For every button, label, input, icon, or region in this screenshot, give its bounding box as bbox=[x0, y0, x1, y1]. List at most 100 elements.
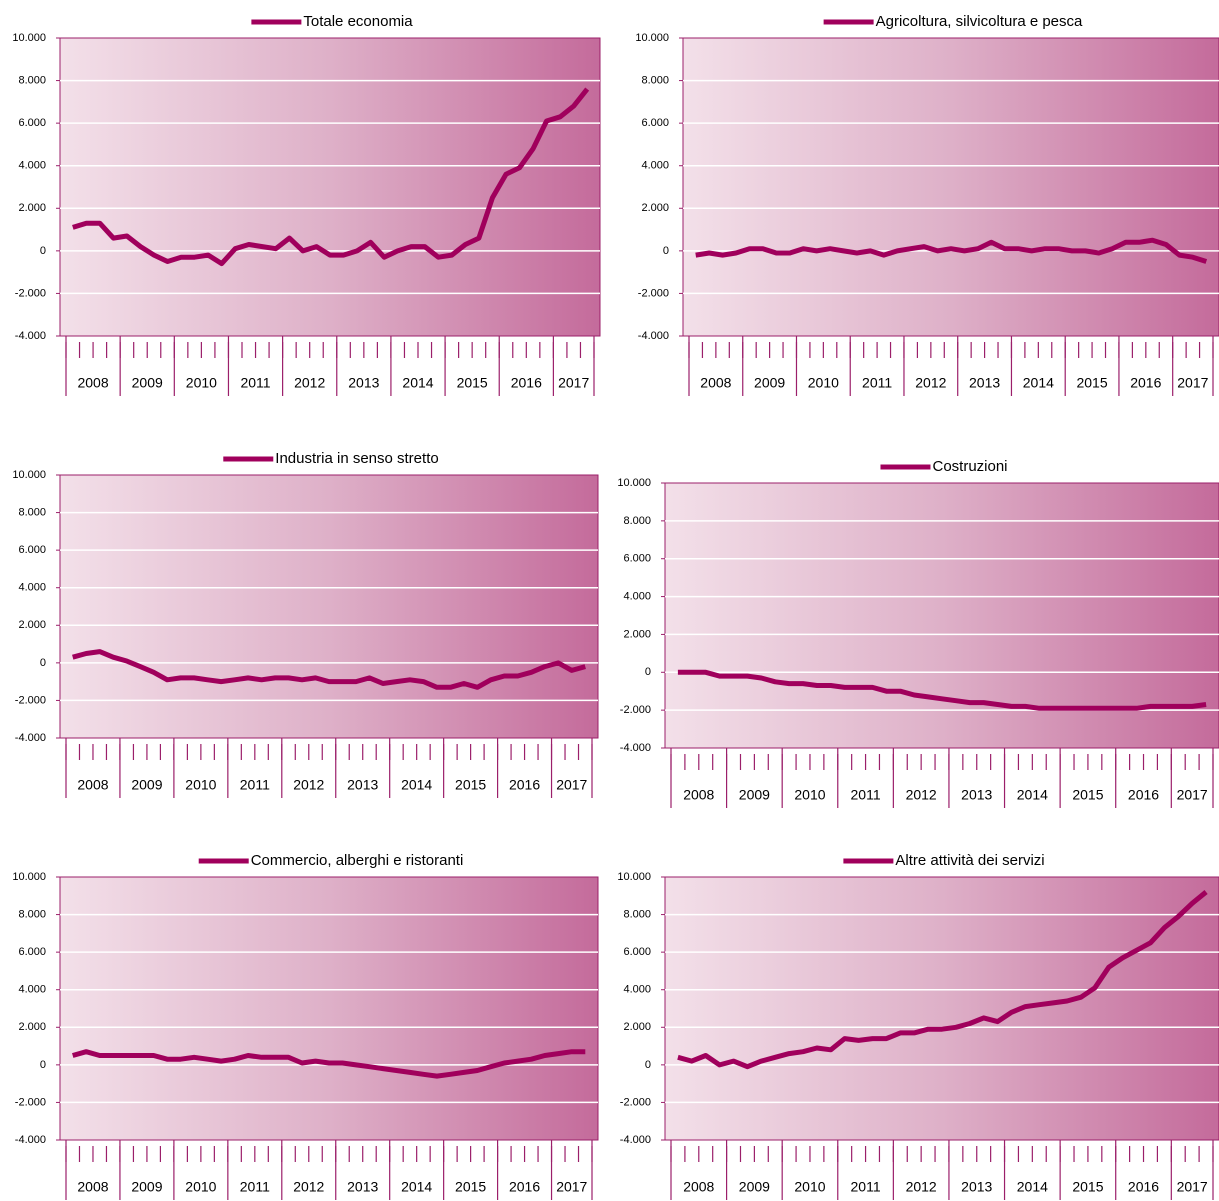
x-tick-label: 2017 bbox=[1177, 1179, 1208, 1195]
x-tick-label: 2010 bbox=[186, 375, 217, 391]
x-tick-label: 2014 bbox=[1023, 375, 1054, 391]
legend-label: Costruzioni bbox=[932, 458, 1007, 475]
x-tick-label: 2011 bbox=[851, 787, 881, 803]
y-tick-label: 8.000 bbox=[623, 515, 651, 527]
y-tick-label: 6.000 bbox=[18, 544, 46, 556]
x-tick-label: 2017 bbox=[558, 375, 589, 391]
x-tick-label: 2011 bbox=[240, 777, 270, 793]
x-tick-label: 2009 bbox=[754, 375, 785, 391]
y-tick-label: -2.000 bbox=[15, 1096, 46, 1108]
y-tick-label: 2.000 bbox=[623, 1021, 651, 1033]
y-tick-label: 8.000 bbox=[18, 74, 46, 86]
y-tick-label: 0 bbox=[40, 245, 46, 257]
x-tick-label: 2008 bbox=[683, 787, 714, 803]
x-tick-label: 2016 bbox=[509, 777, 540, 793]
data-line bbox=[695, 237, 1208, 264]
x-tick-label: 2008 bbox=[77, 375, 108, 391]
x-tick-label: 2013 bbox=[969, 375, 1000, 391]
y-tick-label: 4.000 bbox=[623, 984, 651, 996]
y-tick-label: -2.000 bbox=[638, 287, 669, 299]
y-tick-label: 8.000 bbox=[18, 506, 46, 518]
y-tick-label: 2.000 bbox=[18, 619, 46, 631]
x-tick-label: 2009 bbox=[131, 777, 162, 793]
x-tick-label: 2009 bbox=[739, 787, 770, 803]
x-tick-label: 2014 bbox=[402, 375, 433, 391]
x-tick-label: 2011 bbox=[240, 375, 270, 391]
plot-area bbox=[664, 482, 1219, 749]
y-tick-label: -2.000 bbox=[15, 694, 46, 706]
x-tick-label: 2012 bbox=[293, 777, 324, 793]
y-tick-label: -2.000 bbox=[620, 1096, 651, 1108]
data-line bbox=[72, 649, 586, 690]
y-tick-label: 2.000 bbox=[641, 202, 669, 214]
y-tick-label: 2.000 bbox=[18, 202, 46, 214]
y-tick-label: 0 bbox=[645, 666, 651, 678]
x-tick-label: 2009 bbox=[739, 1179, 770, 1195]
legend-label: Commercio, alberghi e ristoranti bbox=[251, 852, 464, 869]
plot-area bbox=[664, 876, 1219, 1141]
data-line bbox=[72, 1049, 586, 1079]
y-tick-label: 6.000 bbox=[623, 553, 651, 565]
plot-area bbox=[59, 474, 599, 739]
y-tick-label: 6.000 bbox=[623, 946, 651, 958]
x-tick-label: 2014 bbox=[401, 777, 432, 793]
x-tick-label: 2014 bbox=[1017, 1179, 1048, 1195]
x-tick-label: 2013 bbox=[961, 787, 992, 803]
x-tick-label: 2014 bbox=[1017, 787, 1048, 803]
y-tick-label: -4.000 bbox=[638, 330, 669, 342]
x-tick-label: 2016 bbox=[1130, 375, 1161, 391]
x-tick-label: 2012 bbox=[294, 375, 325, 391]
y-tick-label: 10.000 bbox=[635, 32, 669, 44]
x-tick-label: 2012 bbox=[915, 375, 946, 391]
x-tick-label: 2008 bbox=[77, 777, 108, 793]
x-tick-label: 2014 bbox=[401, 1179, 432, 1195]
y-tick-label: 10.000 bbox=[12, 469, 46, 481]
x-tick-label: 2016 bbox=[1128, 1179, 1159, 1195]
legend-label: Altre attività dei servizi bbox=[895, 852, 1044, 869]
x-tick-label: 2013 bbox=[347, 1179, 378, 1195]
y-tick-label: -2.000 bbox=[15, 287, 46, 299]
y-tick-label: 8.000 bbox=[623, 908, 651, 920]
x-tick-label: 2011 bbox=[851, 1179, 881, 1195]
y-tick-label: 4.000 bbox=[18, 582, 46, 594]
y-tick-label: 4.000 bbox=[18, 984, 46, 996]
y-tick-label: 4.000 bbox=[641, 160, 669, 172]
y-tick-label: 0 bbox=[645, 1059, 651, 1071]
x-tick-label: 2015 bbox=[1076, 375, 1107, 391]
y-tick-label: 8.000 bbox=[18, 908, 46, 920]
y-tick-label: -4.000 bbox=[15, 732, 46, 744]
y-tick-label: 10.000 bbox=[617, 871, 651, 883]
y-tick-label: -2.000 bbox=[620, 704, 651, 716]
x-tick-label: 2016 bbox=[1128, 787, 1159, 803]
y-tick-label: -4.000 bbox=[620, 742, 651, 754]
x-tick-label: 2010 bbox=[185, 1179, 216, 1195]
y-tick-label: 8.000 bbox=[641, 74, 669, 86]
x-tick-label: 2015 bbox=[455, 1179, 486, 1195]
x-tick-label: 2008 bbox=[700, 375, 731, 391]
x-tick-label: 2013 bbox=[961, 1179, 992, 1195]
x-tick-label: 2012 bbox=[293, 1179, 324, 1195]
data-line bbox=[677, 669, 1207, 711]
y-tick-label: 2.000 bbox=[623, 628, 651, 640]
plot-area bbox=[682, 37, 1219, 337]
y-tick-label: 4.000 bbox=[623, 590, 651, 602]
y-tick-label: 10.000 bbox=[617, 477, 651, 489]
x-tick-label: 2009 bbox=[131, 1179, 162, 1195]
plot-area bbox=[59, 876, 599, 1141]
x-tick-label: 2012 bbox=[906, 787, 937, 803]
y-tick-label: -4.000 bbox=[15, 1134, 46, 1146]
y-tick-label: -4.000 bbox=[620, 1134, 651, 1146]
data-line bbox=[677, 890, 1208, 1070]
x-tick-label: 2017 bbox=[556, 777, 587, 793]
legend-label: Industria in senso stretto bbox=[275, 450, 438, 467]
y-tick-label: 6.000 bbox=[18, 946, 46, 958]
y-tick-label: 0 bbox=[40, 1059, 46, 1071]
y-tick-label: 10.000 bbox=[12, 871, 46, 883]
y-tick-label: 0 bbox=[663, 245, 669, 257]
x-tick-label: 2015 bbox=[457, 375, 488, 391]
x-tick-label: 2010 bbox=[808, 375, 839, 391]
x-tick-label: 2010 bbox=[794, 787, 825, 803]
x-tick-label: 2012 bbox=[906, 1179, 937, 1195]
legend-label: Totale economia bbox=[303, 13, 413, 30]
